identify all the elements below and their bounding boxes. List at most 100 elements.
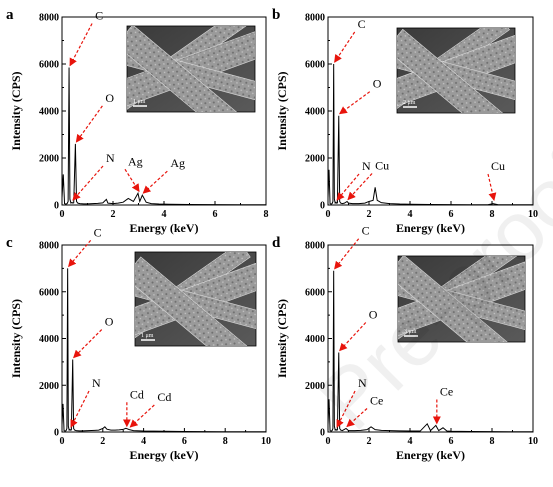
spectrum-line xyxy=(61,268,266,433)
annotation-arrow xyxy=(338,91,371,115)
annotation-arrow xyxy=(347,173,373,201)
y-axis-title: Intensity (CPS) xyxy=(275,299,289,378)
y-axis-title: Intensity (CPS) xyxy=(275,71,289,150)
annotation-arrow xyxy=(336,173,360,201)
panel-a: a 0 2000 4000 6000 8000 0 2 4 6 8 Energy (keV) Inten… xyxy=(6,7,269,235)
panel-c: c 0 2000 4000 6000 8000 0 2 4 6 8 10 Energy (keV) Int… xyxy=(6,225,271,462)
x-tick-label: 8 xyxy=(223,436,228,447)
y-tick-label: 0 xyxy=(54,428,59,439)
annotation-label: N xyxy=(362,159,371,173)
x-tick-label: 4 xyxy=(162,209,167,220)
scale-bar-label: 3 μm xyxy=(404,329,417,335)
x-tick-label: 6 xyxy=(449,436,454,447)
spectrum-line xyxy=(327,63,533,206)
scale-bar-label: 2 μm xyxy=(403,100,416,106)
x-tick-label: 4 xyxy=(408,436,413,447)
sem-inset-image: 1 μm xyxy=(134,251,257,347)
y-tick-label: 6000 xyxy=(305,287,325,298)
annotation-label: Ce xyxy=(440,384,453,398)
annotation-arrow xyxy=(334,238,360,270)
annotation-arrow xyxy=(346,408,368,428)
y-tick-label: 0 xyxy=(320,201,325,212)
annotation-label: N xyxy=(358,376,367,390)
annotation-arrow xyxy=(70,390,90,428)
x-tick-label: 8 xyxy=(490,209,495,220)
annotation-label: O xyxy=(373,77,382,91)
spectrum-line xyxy=(327,270,533,433)
x-tick-label: 6 xyxy=(182,436,187,447)
x-tick-label: 8 xyxy=(264,209,269,220)
x-tick-label: 2 xyxy=(111,209,116,220)
y-tick-label: 6000 xyxy=(39,60,59,71)
y-tick-label: 0 xyxy=(320,428,325,439)
y-tick-label: 8000 xyxy=(305,13,325,24)
y-axis-title: Intensity (CPS) xyxy=(9,299,23,378)
x-tick-label: 2 xyxy=(367,436,372,447)
annotation-arrow xyxy=(129,404,155,428)
annotation-label: N xyxy=(106,151,115,165)
panel-letter: b xyxy=(272,7,280,23)
spectrum-line xyxy=(61,67,266,206)
y-tick-label: 0 xyxy=(54,201,59,212)
annotation-arrow xyxy=(339,322,367,352)
annotation-label: C xyxy=(94,225,102,239)
annotation-arrow xyxy=(68,239,92,268)
panel-letter: d xyxy=(272,235,281,251)
annotation-arrow xyxy=(487,173,497,201)
annotation-arrow xyxy=(334,31,356,63)
y-tick-label: 2000 xyxy=(305,381,325,392)
y-tick-label: 4000 xyxy=(305,107,325,118)
annotation-label: Ag xyxy=(128,154,143,168)
annotation-label: O xyxy=(105,91,114,105)
scale-bar-label: 1 μm xyxy=(133,99,146,105)
y-tick-label: 4000 xyxy=(305,334,325,345)
sem-inset-image: 3 μm xyxy=(397,255,526,343)
x-tick-label: 2 xyxy=(100,436,105,447)
sem-inset-image: 1 μm xyxy=(126,25,256,113)
x-tick-label: 8 xyxy=(490,436,495,447)
y-tick-label: 8000 xyxy=(39,241,59,252)
x-tick-label: 10 xyxy=(528,209,538,220)
annotation-label: Ag xyxy=(170,156,185,170)
y-tick-label: 2000 xyxy=(39,154,59,165)
x-axis-title: Energy (keV) xyxy=(130,448,199,462)
x-axis-title: Energy (keV) xyxy=(130,221,199,235)
annotation-arrow xyxy=(142,170,168,194)
annotation-label: Cd xyxy=(130,387,144,401)
annotation-arrow xyxy=(75,105,103,143)
y-tick-label: 8000 xyxy=(305,241,325,252)
y-tick-label: 6000 xyxy=(39,287,59,298)
annotation-arrow xyxy=(69,23,93,67)
x-tick-label: 10 xyxy=(528,436,538,447)
y-tick-label: 6000 xyxy=(305,60,325,71)
y-tick-label: 4000 xyxy=(39,334,59,345)
y-tick-label: 2000 xyxy=(39,381,59,392)
x-axis-title: Energy (keV) xyxy=(396,221,465,235)
x-tick-label: 10 xyxy=(261,436,271,447)
y-axis-title: Intensity (CPS) xyxy=(9,71,23,150)
sem-inset-image: 2 μm xyxy=(396,27,516,114)
annotation-label: O xyxy=(105,315,114,329)
annotation-label: C xyxy=(95,9,103,23)
x-tick-label: 6 xyxy=(449,209,454,220)
scale-bar-label: 1 μm xyxy=(141,333,154,339)
annotation-label: Cu xyxy=(491,159,505,173)
annotation-label: O xyxy=(369,308,378,322)
x-axis-title: Energy (keV) xyxy=(396,448,465,462)
x-tick-label: 0 xyxy=(60,436,65,447)
y-tick-label: 8000 xyxy=(39,13,59,24)
annotation-label: Cu xyxy=(375,158,389,172)
annotation-label: Cd xyxy=(157,390,171,404)
annotation-arrow xyxy=(336,390,356,428)
annotation-label: N xyxy=(92,376,101,390)
panel-b: b 0 2000 4000 6000 8000 0 2 4 6 8 10 Energy (keV) Int… xyxy=(272,7,538,235)
annotation-label: Ce xyxy=(370,393,383,407)
panel-letter: a xyxy=(6,7,14,23)
annotation-arrow xyxy=(124,168,140,193)
annotation-label: C xyxy=(362,224,370,238)
panel-letter: c xyxy=(6,235,13,251)
x-tick-label: 0 xyxy=(326,209,331,220)
annotation-arrow xyxy=(73,329,103,359)
